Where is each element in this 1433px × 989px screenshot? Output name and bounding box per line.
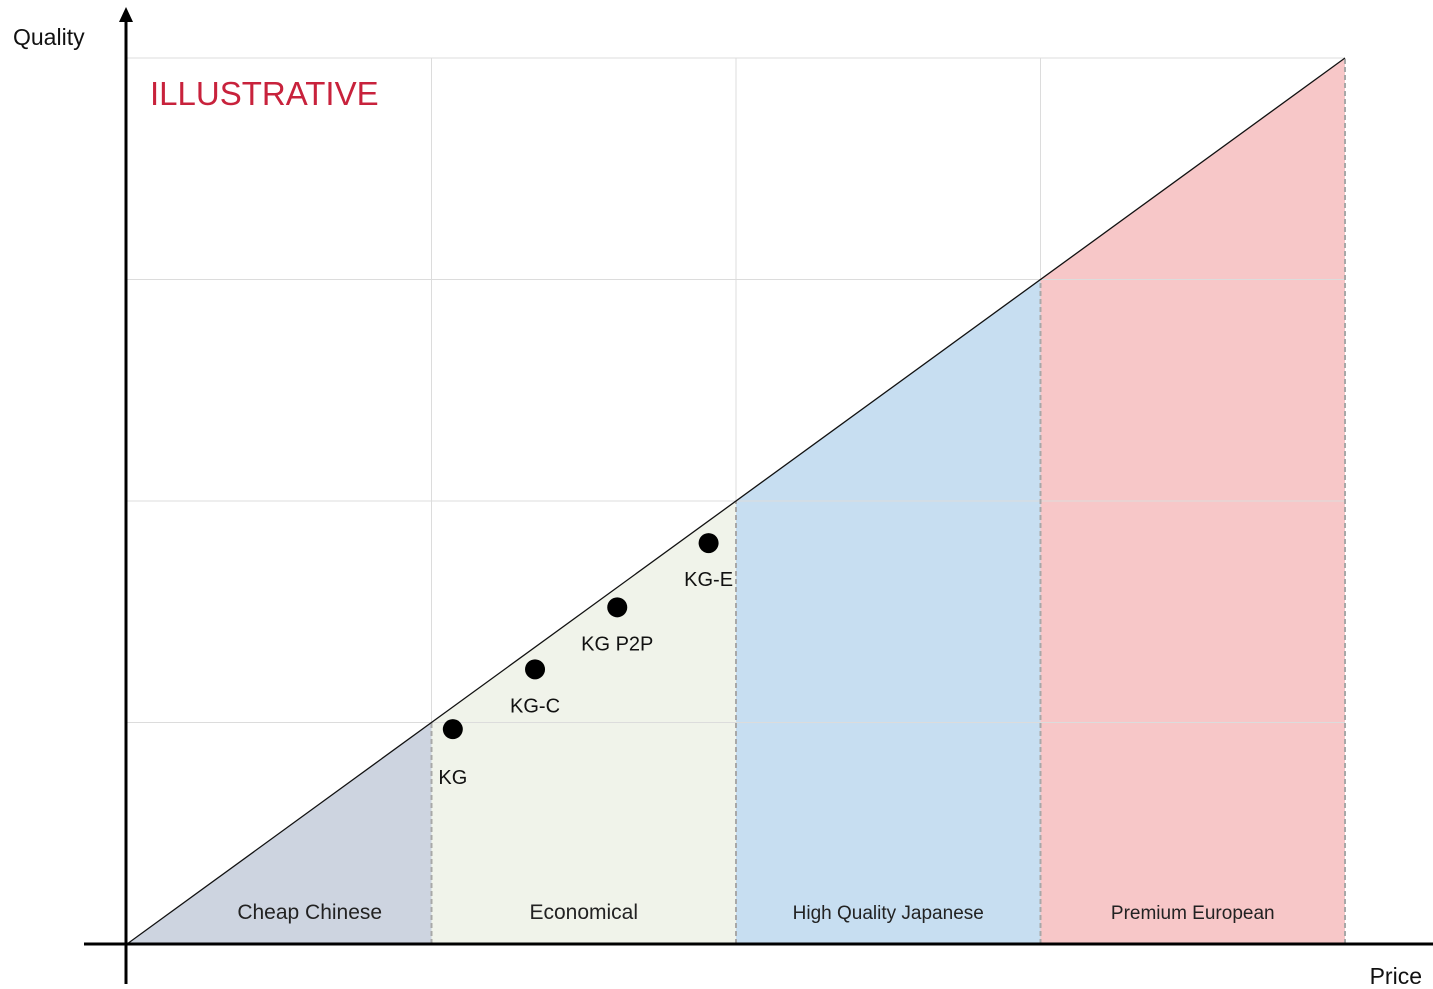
boundary-layer	[430, 58, 1346, 944]
point-label: KG P2P	[581, 633, 653, 655]
data-point	[525, 659, 546, 680]
segment-label: High Quality Japanese	[793, 903, 984, 924]
segment-labels-layer: Cheap Chinese Economical High Quality Japa…	[237, 901, 1274, 924]
point-label: KG	[438, 767, 467, 789]
labels-layer: Quality Price ILLUSTRATIVE	[13, 24, 1422, 989]
data-point	[442, 719, 463, 740]
illustrative-annotation: ILLUSTRATIVE	[150, 75, 379, 112]
segment-label: Premium European	[1111, 903, 1275, 924]
data-point	[607, 597, 628, 618]
y-axis-label: Quality	[13, 24, 85, 50]
axes-layer	[84, 7, 1433, 984]
data-point	[698, 533, 719, 554]
point-label: KG-C	[510, 695, 560, 717]
y-axis-arrow-icon	[119, 7, 133, 22]
segment-label: Cheap Chinese	[237, 901, 382, 924]
segment-label: Economical	[529, 901, 638, 924]
grid-layer	[127, 57, 1345, 723]
points-layer: KG KG-C KG P2P KG-E	[438, 533, 733, 789]
price-quality-diagonal	[126, 57, 1346, 945]
segment-area-3	[736, 279, 1041, 944]
point-label: KG-E	[684, 569, 733, 591]
x-axis-label: Price	[1370, 963, 1422, 989]
